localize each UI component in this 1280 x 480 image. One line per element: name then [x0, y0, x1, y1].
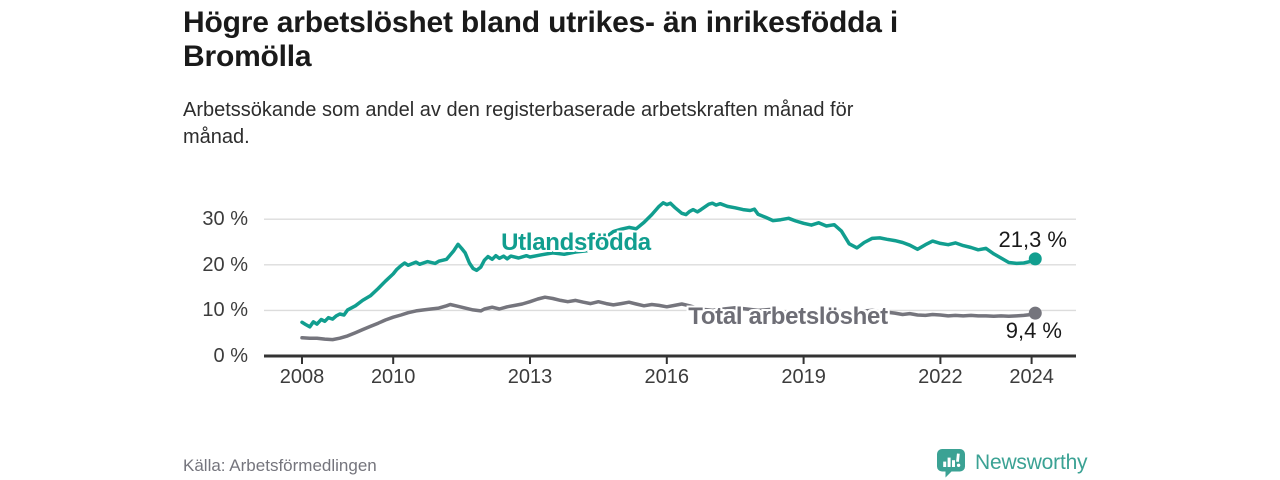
y-tick-label-10: 10 %	[202, 299, 248, 322]
source-text: Källa: Arbetsförmedlingen	[183, 456, 377, 475]
end-value-label-total: 9,4 %	[1005, 318, 1062, 343]
page-subtitle-line-2: månad.	[183, 126, 250, 148]
x-tick-label-2024: 2024	[1009, 366, 1054, 388]
x-tick-label-2019: 2019	[781, 366, 826, 388]
series-label-total-arbetsloshet: Total arbetslöshet	[688, 303, 888, 330]
page-title: Högre arbetslöshet bland utrikes- än inr…	[183, 6, 898, 74]
end-value-label-utlandsfodda: 21,3 %	[998, 227, 1068, 252]
x-tick-label-2022: 2022	[918, 366, 963, 388]
x-tick-label-2013: 2013	[507, 366, 553, 388]
y-tick-label-30: 30 %	[202, 208, 248, 231]
newsworthy-speech-bubble-bar-chart-icon	[937, 449, 965, 478]
series-label-utlandsfodda: Utlandsfödda	[501, 229, 651, 256]
page-subtitle-line-1: Arbetssökande som andel av den registerb…	[183, 99, 854, 121]
y-tick-label-20: 20 %	[202, 253, 248, 276]
x-tick-label-2008: 2008	[279, 366, 325, 388]
page-title-line-1: Högre arbetslöshet bland utrikes- än inr…	[183, 6, 898, 39]
newsworthy-brand-text: Newsworthy	[975, 451, 1088, 474]
page-title-line-2: Bromölla	[183, 40, 312, 73]
newsworthy-logo: Newsworthy	[936, 448, 1088, 478]
page-subtitle: Arbetssökande som andel av den registerb…	[183, 97, 853, 151]
x-tick-label-2016: 2016	[644, 366, 690, 388]
x-tick-label-2010: 2010	[370, 366, 416, 388]
y-tick-label-0: 0 %	[213, 345, 248, 367]
